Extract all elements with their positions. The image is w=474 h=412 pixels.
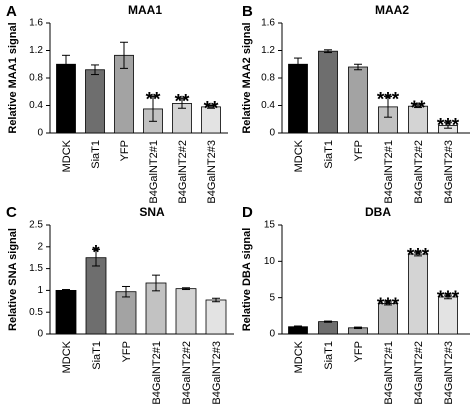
x-tick-label: MDCK bbox=[61, 340, 73, 373]
x-tick-label: MDCK bbox=[293, 139, 305, 172]
y-axis-label: Relative DBA signal bbox=[241, 228, 253, 332]
panel-title: DBA bbox=[365, 205, 391, 219]
bar-mdck bbox=[56, 63, 76, 134]
y-tick-label: 0.8 bbox=[29, 73, 43, 84]
y-tick-label: 0.4 bbox=[261, 100, 275, 111]
significance-marker: *** bbox=[377, 90, 400, 111]
x-tick-label: B4GalNT2#3 bbox=[206, 140, 218, 204]
y-tick-label: 0 bbox=[269, 128, 275, 139]
panel-title: MAA2 bbox=[375, 3, 409, 17]
y-tick-label: 1.2 bbox=[261, 45, 275, 56]
y-axis-label: Relative MAA1 signal bbox=[7, 22, 19, 133]
y-tick-label: 0 bbox=[37, 329, 43, 340]
x-tick-label: SiaT1 bbox=[90, 140, 102, 169]
panel-B: B MAA2 Relative MAA2 signal 0 0.4 0.8 1.2 1.6 MD… bbox=[241, 3, 470, 204]
significance-marker: * bbox=[92, 242, 100, 263]
y-tick-label: 2 bbox=[37, 241, 43, 252]
significance-marker: *** bbox=[377, 295, 400, 316]
bar-yfp bbox=[115, 291, 137, 335]
x-tick-label: SiaT1 bbox=[91, 341, 103, 370]
y-tick-label: 5 bbox=[269, 292, 275, 303]
bar-b4galnt2-3 bbox=[205, 299, 227, 335]
y-tick-label: 1.6 bbox=[29, 18, 43, 29]
significance-marker: ** bbox=[204, 99, 219, 120]
y-tick-label: 1.2 bbox=[29, 45, 43, 56]
y-tick-label: 15 bbox=[264, 220, 276, 231]
x-tick-label: B4GalNT2#1 bbox=[383, 341, 395, 405]
panel-letter: B bbox=[242, 3, 253, 20]
panel-title: SNA bbox=[139, 205, 165, 219]
significance-marker: *** bbox=[437, 288, 460, 309]
x-tick-label: SiaT1 bbox=[323, 140, 335, 169]
x-tick-label: B4GalNT2#1 bbox=[151, 341, 163, 405]
bar-siat1 bbox=[85, 69, 105, 134]
significance-marker: ** bbox=[146, 90, 161, 111]
x-tick-label: B4GalNT2#2 bbox=[413, 140, 425, 204]
panel-C: C SNA Relative SNA signal 0 0.5 1 1.5 2 2.5 MDCK *… bbox=[6, 204, 234, 405]
x-tick-label: YFP bbox=[119, 140, 131, 161]
y-tick-label: 0.4 bbox=[29, 100, 43, 111]
y-tick-label: 1 bbox=[37, 285, 43, 296]
bar-b4galnt2-2 bbox=[175, 288, 197, 335]
significance-marker: ** bbox=[175, 92, 190, 113]
panel-letter: A bbox=[6, 3, 17, 20]
x-tick-label: B4GalNT2#3 bbox=[443, 341, 455, 405]
y-axis-label: Relative MAA2 signal bbox=[241, 22, 253, 133]
y-tick-label: 0 bbox=[269, 329, 275, 340]
y-axis-label: Relative SNA signal bbox=[7, 228, 19, 331]
y-tick-label: 0.8 bbox=[261, 73, 275, 84]
x-tick-label: YFP bbox=[353, 140, 365, 161]
x-tick-label: B4GalNT2#1 bbox=[383, 140, 395, 204]
bar-yfp bbox=[348, 66, 368, 134]
x-tick-label: MDCK bbox=[61, 139, 73, 172]
x-tick-label: B4GalNT2#2 bbox=[413, 341, 425, 405]
y-tick-label: 0 bbox=[37, 128, 43, 139]
bar-mdck bbox=[288, 63, 308, 134]
x-tick-label: B4GalNT2#3 bbox=[443, 140, 455, 204]
x-tick-label: SiaT1 bbox=[323, 341, 335, 370]
panel-D: D DBA Relative DBA signal 0 5 10 15 MDCK SiaT1 YF… bbox=[241, 204, 470, 405]
x-tick-label: B4GalNT2#1 bbox=[148, 140, 160, 204]
y-tick-label: 1.5 bbox=[29, 263, 43, 274]
panel-letter: D bbox=[242, 204, 253, 221]
bar-siat1 bbox=[85, 257, 107, 335]
significance-marker: ** bbox=[411, 98, 426, 119]
x-tick-label: B4GalNT2#2 bbox=[177, 140, 189, 204]
significance-marker: *** bbox=[407, 245, 430, 266]
bar-siat1 bbox=[318, 50, 338, 134]
panel-letter: C bbox=[6, 204, 17, 221]
y-tick-label: 2.5 bbox=[29, 220, 43, 231]
x-tick-label: YFP bbox=[353, 341, 365, 362]
bar-siat1 bbox=[318, 321, 338, 335]
y-tick-label: 0.5 bbox=[29, 307, 43, 318]
y-tick-label: 1.6 bbox=[261, 18, 275, 29]
x-tick-label: B4GalNT2#2 bbox=[181, 341, 193, 405]
bar-mdck bbox=[55, 289, 77, 335]
y-tick-label: 10 bbox=[264, 256, 276, 267]
x-tick-label: YFP bbox=[121, 341, 133, 362]
x-tick-label: B4GalNT2#3 bbox=[211, 341, 223, 405]
panel-A: A MAA1 Relative MAA1 signal 0 0.4 0.8 1.2 1.6 MD… bbox=[6, 3, 228, 204]
panel-title: MAA1 bbox=[128, 3, 162, 17]
x-tick-label: MDCK bbox=[293, 340, 305, 373]
significance-marker: *** bbox=[437, 116, 460, 137]
